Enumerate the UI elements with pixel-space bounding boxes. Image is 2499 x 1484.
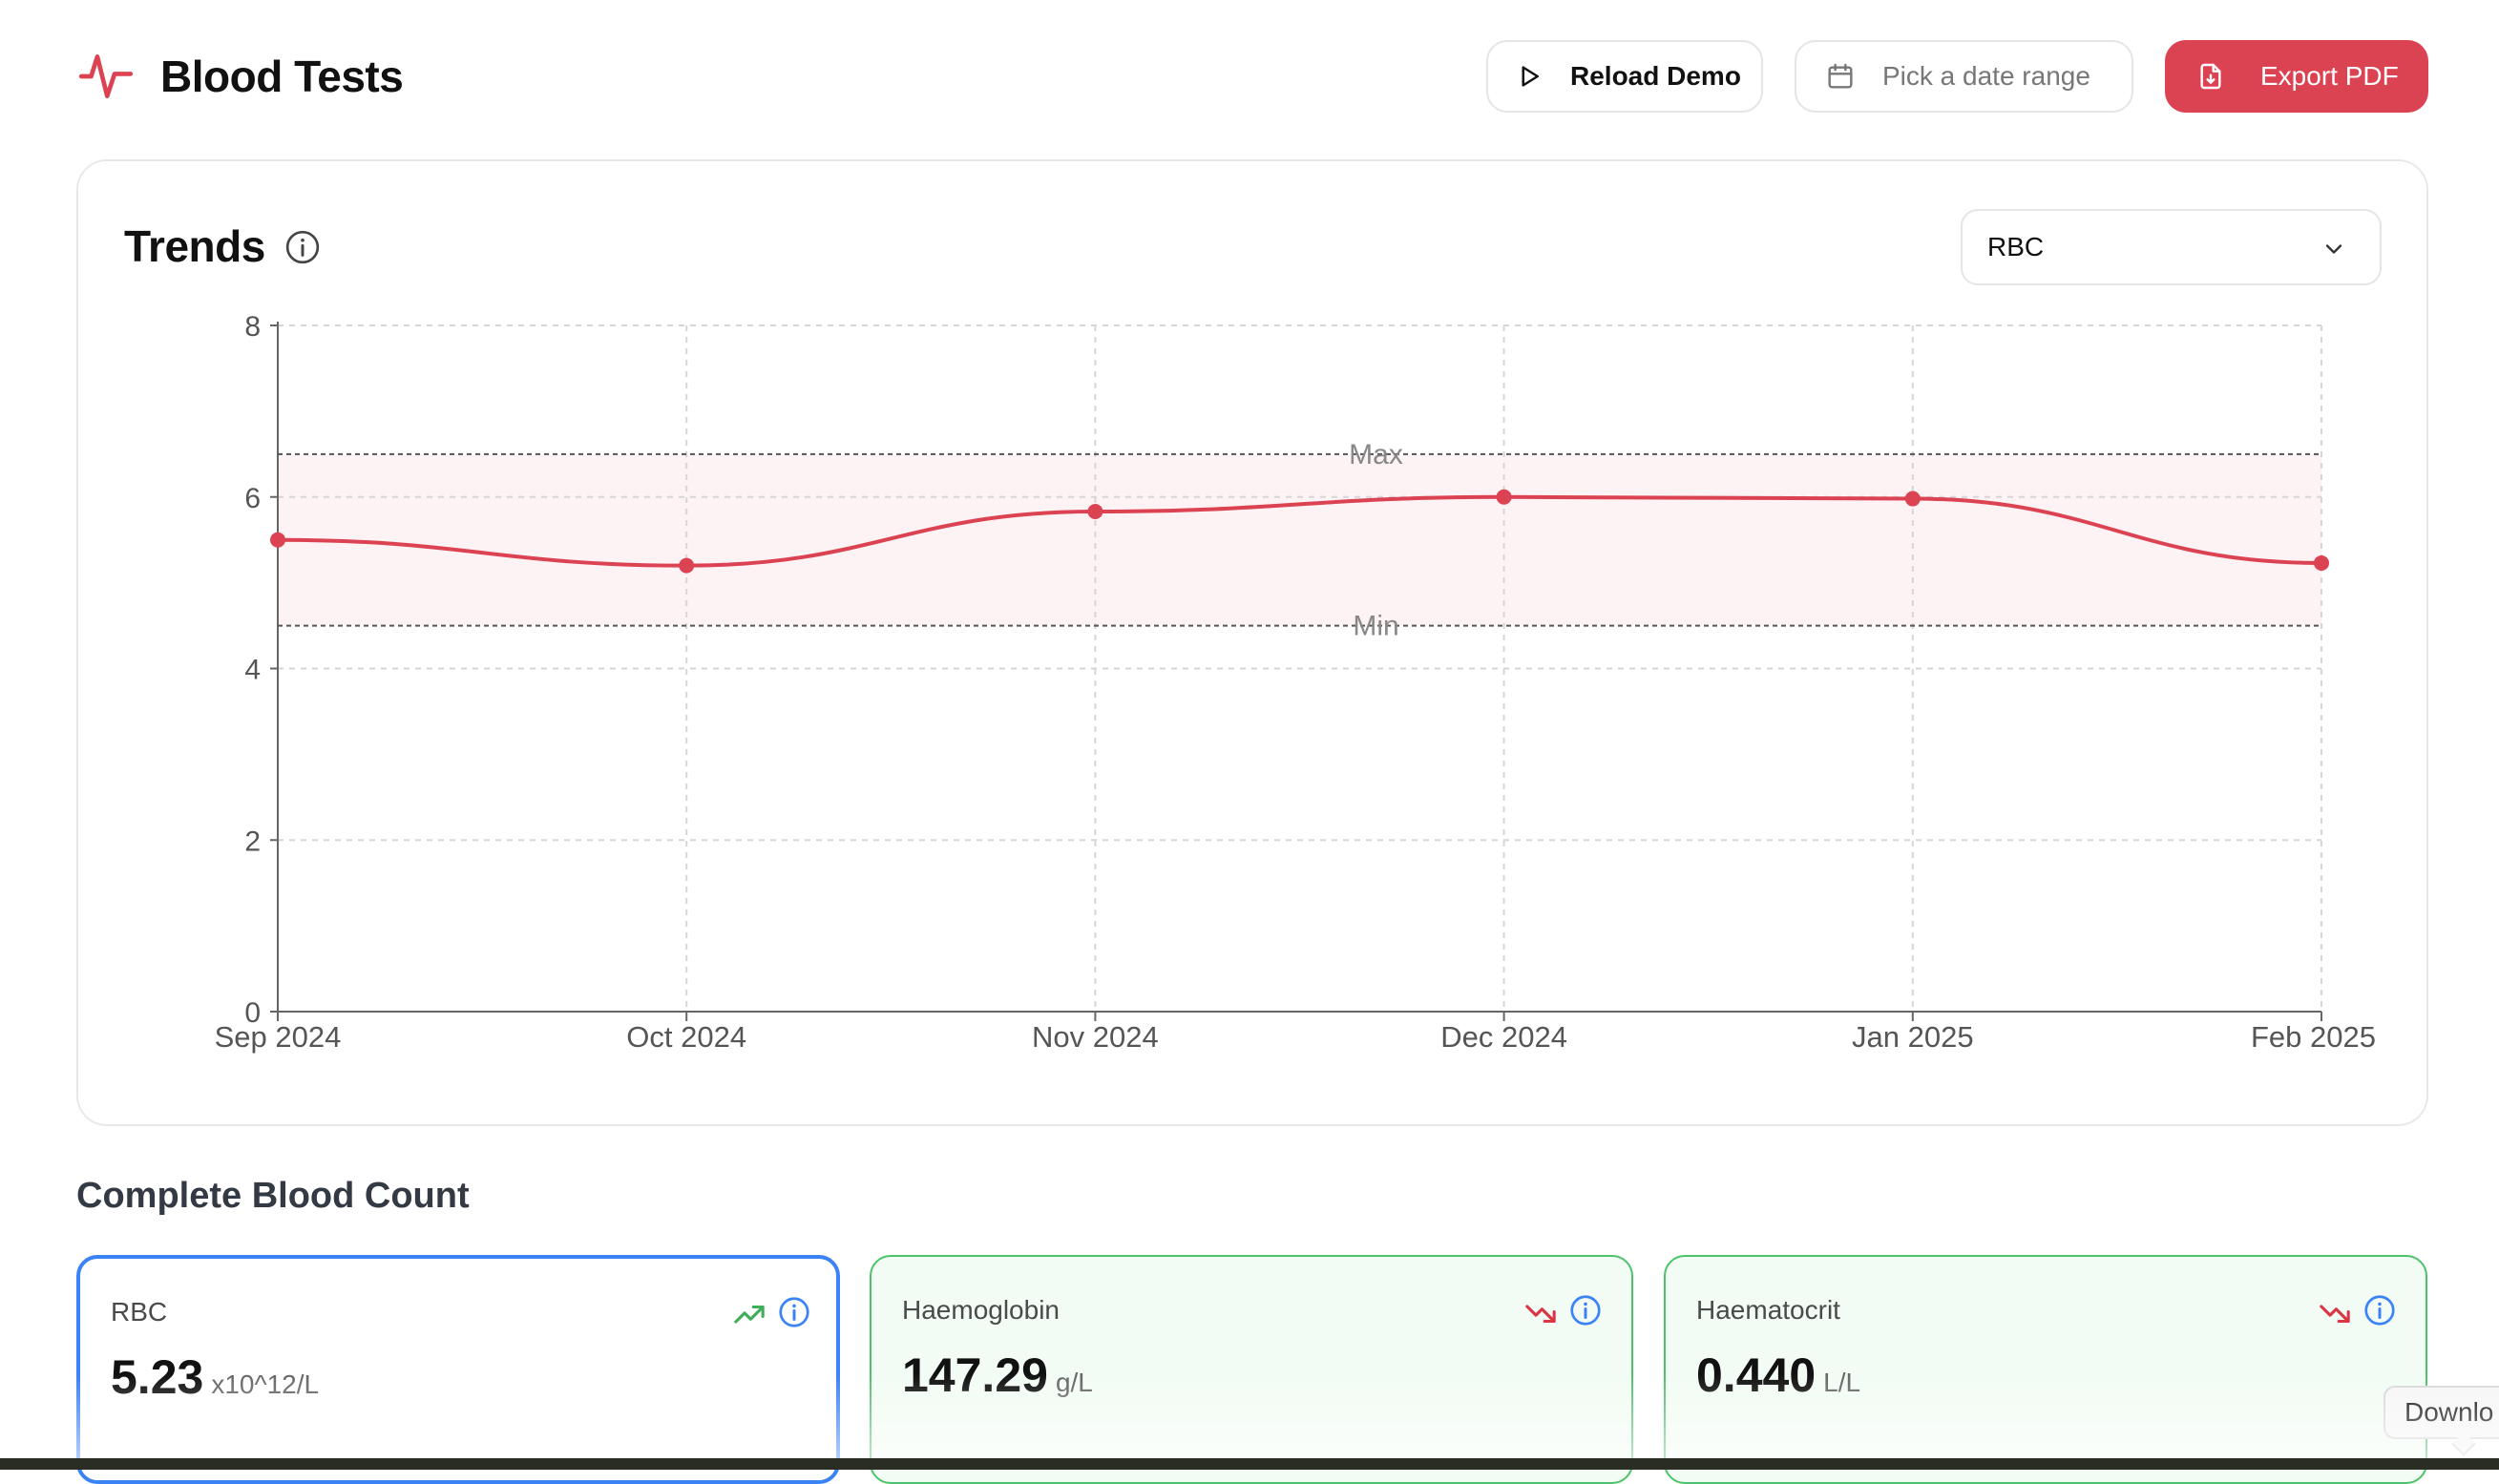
bottom-strip	[0, 1458, 2499, 1470]
metric-unit: x10^12/L	[211, 1369, 320, 1399]
info-icon[interactable]	[1568, 1293, 1603, 1327]
data-point	[1087, 504, 1103, 520]
data-point	[2314, 554, 2329, 571]
y-tick-label: 8	[244, 311, 261, 343]
metric-unit: L/L	[1823, 1368, 1861, 1397]
y-tick-label: 2	[244, 826, 261, 857]
x-tick-label: Jan 2025	[1852, 1020, 1974, 1054]
x-tick-label: Feb 2025	[2251, 1020, 2376, 1054]
metric-unit: g/L	[1055, 1368, 1093, 1397]
date-range-picker[interactable]: Pick a date range	[1795, 40, 2133, 113]
activity-pulse-icon	[78, 54, 134, 98]
file-download-icon	[2200, 63, 2221, 90]
metric-select[interactable]: RBC	[1961, 209, 2382, 285]
export-pdf-label: Export PDF	[2260, 61, 2399, 91]
trending-down-icon	[2320, 1305, 2350, 1324]
info-icon[interactable]	[284, 228, 322, 266]
metric-card-haemoglobin[interactable]: Haemoglobin 147.29 g/L	[870, 1255, 1633, 1484]
section-title-complete-blood-count: Complete Blood Count	[76, 1176, 470, 1216]
data-point	[1496, 489, 1512, 505]
date-range-placeholder: Pick a date range	[1882, 61, 2090, 91]
metric-name: Haematocrit	[1696, 1295, 1840, 1325]
reference-label-min: Min	[1353, 611, 1398, 642]
metric-value-row: 5.23 x10^12/L	[111, 1349, 319, 1405]
download-tooltip: Downlo	[2384, 1386, 2499, 1439]
reference-label-max: Max	[1349, 439, 1403, 470]
chevron-down-icon	[2325, 244, 2342, 254]
info-icon[interactable]	[2362, 1293, 2397, 1327]
data-point	[1904, 491, 1921, 507]
reference-band	[278, 453, 2321, 626]
info-icon[interactable]	[777, 1295, 811, 1329]
calendar-icon	[1828, 63, 1853, 89]
metric-name: RBC	[111, 1297, 168, 1327]
reload-demo-label: Reload Demo	[1570, 61, 1741, 91]
metric-value: 0.440	[1696, 1348, 1816, 1402]
metric-card-haematocrit[interactable]: Haematocrit 0.440 L/L	[1664, 1255, 2427, 1484]
export-pdf-button[interactable]: Export PDF	[2165, 40, 2428, 113]
metric-value: 147.29	[902, 1348, 1048, 1402]
metric-value-row: 0.440 L/L	[1696, 1348, 1860, 1403]
x-tick-label: Oct 2024	[626, 1020, 746, 1054]
metric-value-row: 147.29 g/L	[902, 1348, 1093, 1403]
data-point	[679, 557, 695, 574]
series-line	[277, 494, 2322, 568]
page-title: Blood Tests	[160, 52, 404, 101]
metric-name: Haemoglobin	[902, 1295, 1060, 1325]
trends-chart: 0 2 4 6 8 Sep 2024 Oct 2024 Nov 2024 Dec 2024 Jan…	[215, 311, 2376, 1054]
metric-value: 5.23	[111, 1350, 204, 1404]
trends-title: Trends	[124, 221, 265, 271]
trending-down-icon	[1525, 1305, 1556, 1324]
trending-up-icon	[734, 1305, 765, 1324]
trends-card: Trends RBC 0 2 4 6 8 Sep 2024 Oct 2024 Nov 2024…	[76, 159, 2428, 1126]
metric-card-rbc[interactable]: RBC 5.23 x10^12/L	[76, 1255, 840, 1484]
brand: Blood Tests	[76, 46, 404, 107]
y-tick-label: 4	[244, 655, 261, 686]
app-header: Blood Tests Reload Demo Pick a date rang…	[0, 0, 2499, 153]
data-point	[270, 532, 285, 548]
reload-demo-button[interactable]: Reload Demo	[1486, 40, 1763, 113]
metric-select-value: RBC	[1987, 232, 2045, 261]
y-tick-label: 6	[244, 483, 261, 514]
x-tick-label: Nov 2024	[1032, 1020, 1159, 1054]
y-tick-label: 0	[244, 997, 261, 1029]
play-icon	[1522, 66, 1539, 87]
x-tick-label: Dec 2024	[1440, 1020, 1567, 1054]
x-tick-label: Sep 2024	[215, 1020, 342, 1054]
